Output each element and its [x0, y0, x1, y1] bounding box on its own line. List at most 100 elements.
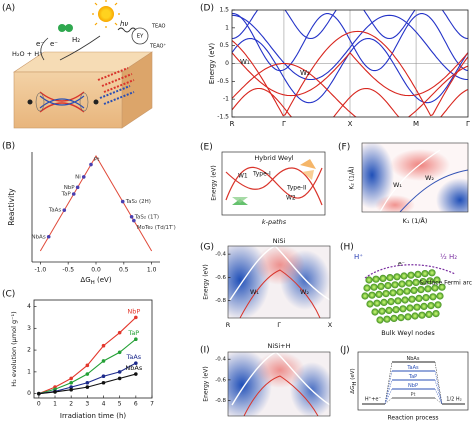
label: 1.0 — [147, 267, 157, 274]
connector — [384, 370, 393, 405]
connector — [434, 388, 443, 405]
label: 1.5 — [219, 7, 229, 14]
atom — [413, 303, 421, 311]
atom — [431, 284, 439, 292]
label: W1 — [238, 173, 248, 180]
connector — [384, 397, 393, 405]
atom — [433, 276, 441, 284]
atom — [405, 279, 413, 287]
label: 0.5 — [119, 267, 129, 274]
label-part: ΔG — [350, 386, 356, 394]
label: TaP — [61, 192, 72, 198]
label: 0 — [225, 60, 229, 67]
label: TaAs — [125, 353, 141, 361]
atom — [365, 276, 373, 284]
label: ΔGH (eV) — [80, 276, 111, 286]
label: NbAs — [31, 234, 45, 240]
atom — [382, 290, 390, 298]
series-point — [53, 390, 57, 394]
label: 1 — [53, 401, 57, 408]
label: -0.5 — [62, 267, 74, 274]
label: -0.5 — [217, 78, 229, 85]
label: Energy (eV) — [208, 43, 216, 85]
atom — [370, 283, 378, 291]
label: (F) — [338, 143, 350, 153]
atom — [419, 278, 427, 286]
atom — [368, 291, 376, 299]
series-point — [69, 387, 73, 392]
panel-g-map — [228, 246, 330, 318]
label: TaS₂ (2H) — [125, 199, 151, 205]
label: Γ — [282, 120, 286, 128]
label-part: (eV) — [95, 276, 112, 284]
atom — [432, 310, 440, 318]
label: 0 — [27, 390, 31, 397]
label: (A) — [2, 4, 15, 14]
atom — [408, 295, 416, 303]
atom — [410, 286, 418, 294]
atom — [391, 281, 399, 289]
label: -1 — [223, 96, 229, 103]
atom — [399, 305, 407, 313]
label: e⁻ — [398, 261, 405, 268]
label: 3 — [85, 401, 89, 408]
atom — [425, 310, 433, 318]
connector — [434, 361, 443, 405]
series-point — [101, 380, 106, 385]
atom — [427, 302, 435, 310]
label: (I) — [200, 346, 210, 356]
label: TaAs — [48, 208, 62, 214]
label: k-paths — [262, 218, 287, 226]
series-point — [117, 370, 122, 374]
atom — [375, 290, 383, 298]
atom — [389, 289, 397, 297]
label: -0.8 — [215, 298, 226, 304]
atom — [378, 307, 386, 315]
label: H₂ — [72, 36, 80, 44]
series-point — [85, 380, 90, 385]
series-point — [101, 359, 106, 363]
label: W₁ — [250, 288, 259, 296]
label: 5 — [118, 401, 122, 408]
label: NbAs — [125, 364, 142, 372]
label: Bulk Weyl nodes — [381, 329, 435, 337]
label: -1.0 — [34, 267, 46, 274]
atom — [394, 297, 402, 305]
atom — [387, 298, 395, 306]
label: Pt — [411, 392, 416, 398]
atom — [428, 269, 436, 277]
label: 0 — [37, 401, 41, 408]
atom — [372, 275, 380, 283]
label: H⁺+e⁻ — [365, 397, 382, 403]
atom — [404, 313, 412, 321]
point — [71, 192, 76, 196]
label: NbAs — [407, 356, 420, 362]
label: -0.4 — [215, 357, 226, 363]
label: Type-II — [286, 185, 307, 192]
label-part: ΔG — [80, 276, 90, 284]
label: Energy (eV) — [211, 165, 218, 200]
label: EY — [137, 34, 144, 40]
label: Type-I — [252, 171, 271, 178]
atom — [426, 277, 434, 285]
label: TaP — [127, 329, 139, 337]
atom — [434, 301, 442, 309]
label: Γ — [277, 321, 281, 329]
panel-e-art — [221, 151, 326, 216]
band — [232, 62, 468, 117]
atom — [429, 293, 437, 301]
atom — [407, 271, 415, 279]
atom — [422, 294, 430, 302]
label: Γ — [466, 120, 470, 128]
atom — [420, 302, 428, 310]
connector — [434, 397, 443, 405]
series-point — [117, 350, 122, 355]
point — [129, 215, 134, 219]
label: 2 — [27, 347, 31, 354]
label: W₁ — [240, 58, 250, 66]
label: NbP — [408, 383, 418, 389]
series-point — [134, 315, 138, 320]
label: -0.6 — [215, 377, 226, 383]
label: TEAO⁺ — [149, 44, 166, 50]
